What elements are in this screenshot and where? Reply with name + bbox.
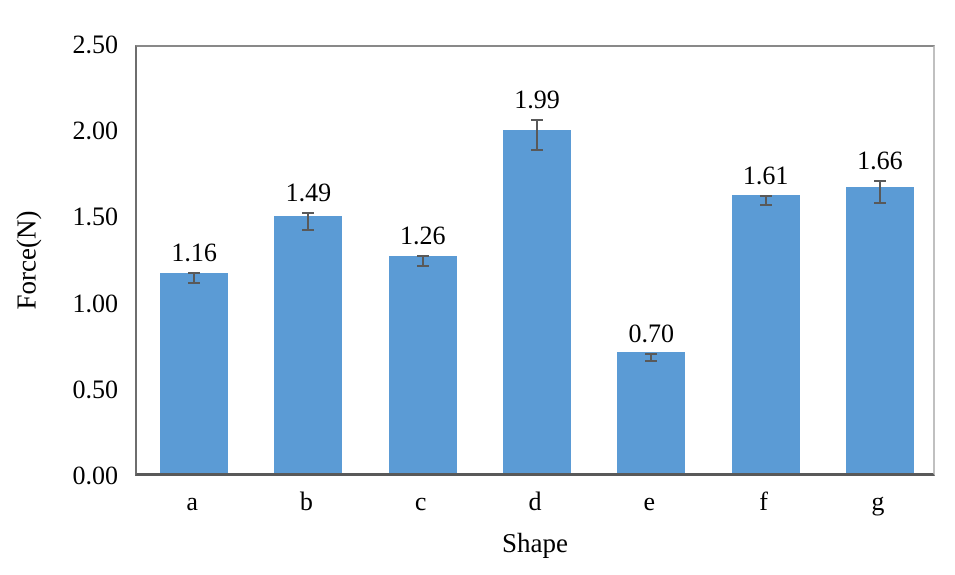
error-bar-f	[764, 196, 767, 205]
bar-f	[731, 195, 800, 473]
bar-d	[503, 129, 571, 473]
x-tick-label-b: b	[299, 487, 313, 516]
bar-value-label-d: 1.99	[514, 85, 560, 115]
y-tick-label: 0.50	[72, 374, 119, 404]
error-bar-cap-bottom-b	[302, 228, 315, 231]
y-tick-label: 1.00	[72, 288, 119, 318]
error-bar-g	[878, 180, 881, 204]
bar-value-label-f: 1.61	[742, 161, 789, 191]
error-bar-cap-top-g	[873, 179, 886, 182]
bar-value-label-g: 1.66	[857, 145, 903, 175]
error-bar-e	[650, 353, 653, 361]
x-tick-label-g: g	[871, 487, 885, 516]
y-tick-label: 0.00	[72, 461, 119, 490]
error-bar-cap-top-a	[188, 271, 201, 274]
error-bar-cap-bottom-a	[188, 282, 201, 285]
bar-b	[274, 216, 343, 473]
bar-a	[160, 273, 229, 473]
error-bar-cap-bottom-c	[416, 264, 429, 267]
x-tick-label-d: d	[528, 487, 542, 516]
error-bar-b	[307, 212, 310, 230]
error-bar-cap-bottom-e	[645, 359, 658, 362]
error-bar-cap-top-d	[531, 119, 543, 122]
error-bar-cap-top-e	[645, 352, 658, 355]
bar-value-label-b: 1.49	[285, 177, 332, 207]
plot-area: 1.16 1.49 1.26 1.99 0.70 1.61 1.66	[135, 45, 935, 476]
bar-c	[388, 255, 457, 473]
bar-value-label-e: 0.70	[628, 318, 675, 348]
error-bar-cap-bottom-g	[873, 202, 886, 205]
bar-value-label-a: 1.16	[171, 237, 217, 267]
error-bar-c	[421, 255, 424, 266]
x-tick-label-f: f	[759, 487, 768, 516]
bar-e	[617, 352, 686, 473]
bar-g	[845, 186, 914, 473]
error-bar-d	[536, 120, 538, 150]
error-bar-a	[193, 272, 196, 284]
error-bar-cap-top-c	[416, 254, 429, 257]
bar-value-label-c: 1.26	[399, 220, 446, 250]
y-tick-label: 2.00	[72, 116, 119, 146]
x-axis-title: Shape	[502, 528, 568, 558]
x-tick-label-e: e	[643, 487, 656, 516]
error-bar-cap-bottom-d	[531, 148, 543, 151]
y-tick-label: 1.50	[72, 202, 119, 232]
x-tick-label-c: c	[414, 487, 427, 516]
error-bar-cap-top-f	[759, 195, 772, 198]
y-tick-label: 2.50	[72, 30, 119, 59]
error-bar-cap-bottom-f	[759, 203, 772, 206]
error-bar-cap-top-b	[302, 211, 315, 214]
x-tick-label-a: a	[186, 487, 198, 516]
